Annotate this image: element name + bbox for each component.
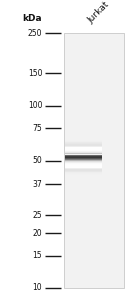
Bar xyxy=(65,148,102,149)
Text: 150: 150 xyxy=(28,69,42,78)
Text: 10: 10 xyxy=(33,284,42,292)
Bar xyxy=(65,153,102,154)
Bar xyxy=(65,141,102,144)
Text: kDa: kDa xyxy=(23,14,42,23)
Bar xyxy=(65,144,102,147)
Bar xyxy=(65,139,102,143)
Bar xyxy=(65,142,102,146)
Text: Jurkat: Jurkat xyxy=(86,1,111,26)
Bar xyxy=(65,171,102,175)
Bar xyxy=(65,165,102,166)
Bar xyxy=(65,168,102,172)
Text: 75: 75 xyxy=(33,124,42,133)
Bar xyxy=(65,141,102,145)
Bar xyxy=(65,150,102,151)
Bar xyxy=(64,33,124,288)
Bar xyxy=(65,140,102,143)
Bar xyxy=(65,166,102,167)
Bar xyxy=(65,163,102,164)
Bar xyxy=(65,168,102,171)
Bar xyxy=(65,168,102,169)
Text: 15: 15 xyxy=(33,251,42,260)
Bar xyxy=(65,154,102,155)
Bar xyxy=(65,156,102,157)
Bar xyxy=(65,147,102,148)
Bar xyxy=(65,139,102,142)
Text: 20: 20 xyxy=(33,229,42,238)
Bar xyxy=(65,160,102,161)
Bar xyxy=(65,149,102,150)
Bar xyxy=(65,172,102,176)
Bar xyxy=(65,167,102,168)
Bar xyxy=(65,143,102,147)
Bar xyxy=(65,146,102,147)
Text: 25: 25 xyxy=(33,211,42,220)
Text: 50: 50 xyxy=(33,156,42,165)
Bar xyxy=(65,161,102,162)
Bar xyxy=(65,151,102,152)
Bar xyxy=(65,169,102,173)
Bar xyxy=(65,157,102,158)
Bar xyxy=(65,172,102,175)
Bar xyxy=(65,169,102,172)
Text: 37: 37 xyxy=(33,180,42,189)
Bar xyxy=(65,155,102,156)
Bar xyxy=(65,164,102,165)
Bar xyxy=(65,159,102,160)
Bar xyxy=(65,170,102,174)
Bar xyxy=(65,170,102,173)
Bar xyxy=(65,173,102,176)
Bar xyxy=(65,158,102,159)
Bar xyxy=(65,162,102,163)
Text: 250: 250 xyxy=(28,28,42,38)
Bar xyxy=(65,142,102,146)
Bar xyxy=(65,154,102,155)
Bar xyxy=(65,140,102,144)
Bar xyxy=(65,152,102,153)
Text: 100: 100 xyxy=(28,101,42,110)
